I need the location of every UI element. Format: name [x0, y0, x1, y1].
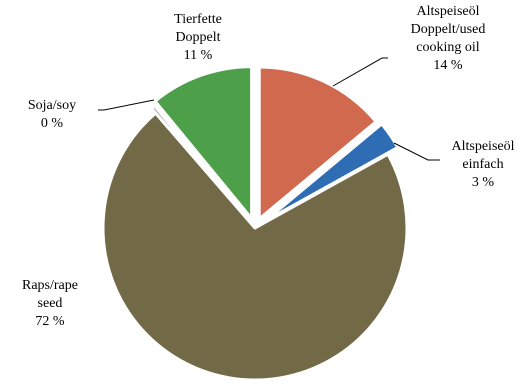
pie-slice-raps-rape-seed [101, 111, 409, 382]
leader-line-soja-soy [98, 99, 155, 111]
leader-lines [98, 57, 440, 161]
category-label-raps-rape-seed: Raps/rape [22, 278, 78, 293]
category-label-altspeise-l-einfach: Altspeiseöl [452, 139, 515, 154]
category-label-soja-soy: Soja/soy [28, 98, 76, 113]
category-label-altspeise-l-doppelt-used-cooking-oil: Altspeiseöl [417, 4, 480, 19]
pie-slice-soja-soy [150, 104, 253, 225]
pie-slice-altspeise-l-einfach [263, 122, 400, 223]
value-label-tierfette-doppelt: 11 % [184, 48, 213, 63]
slice-labels: Altspeiseöl Doppelt/used cooking oil 14 % Al… [22, 4, 515, 329]
category-label-tierfette-doppelt: Tierfette [174, 12, 222, 27]
leader-line-altspeise-l-doppelt-used-cooking-oil [332, 57, 388, 87]
category-label-raps-rape-seed: seed [38, 296, 63, 311]
category-label-altspeise-l-einfach: einfach [462, 157, 503, 172]
pie-slices [101, 65, 409, 382]
value-label-altspeise-l-einfach: 3 % [472, 175, 495, 190]
category-label-altspeise-l-doppelt-used-cooking-oil: cooking oil [416, 40, 479, 55]
leader-line-altspeise-l-einfach [393, 142, 440, 161]
value-label-soja-soy: 0 % [41, 116, 64, 131]
pie-slice-altspeise-l-doppelt-used-cooking-oil [257, 65, 378, 221]
category-label-altspeise-l-doppelt-used-cooking-oil: Doppelt/used [411, 22, 486, 37]
pie-slice-tierfette-doppelt [153, 65, 254, 221]
value-label-raps-rape-seed: 72 % [35, 314, 65, 329]
value-label-altspeise-l-doppelt-used-cooking-oil: 14 % [433, 58, 463, 73]
category-label-tierfette-doppelt: Doppelt [175, 30, 220, 45]
